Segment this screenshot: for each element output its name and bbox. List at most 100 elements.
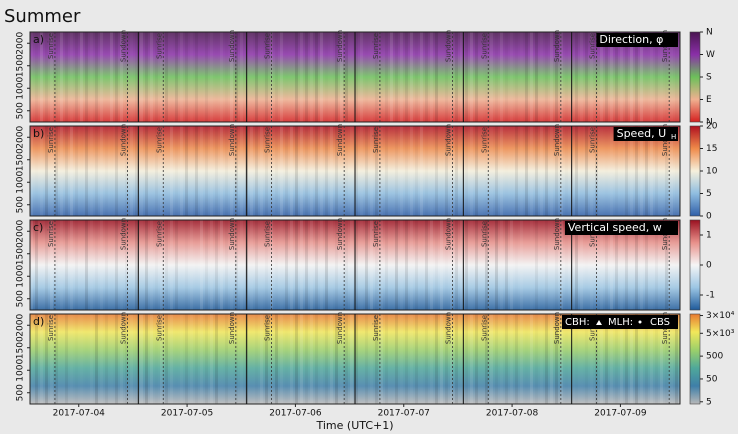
texture [200, 314, 203, 404]
sun-annotation: Sunrise [264, 127, 272, 153]
texture [350, 32, 353, 122]
texture [500, 126, 503, 216]
texture [85, 32, 88, 122]
texture [510, 314, 513, 404]
texture [260, 126, 263, 216]
texture [175, 126, 178, 216]
texture [385, 220, 388, 310]
texture [50, 32, 53, 122]
texture [415, 126, 418, 216]
texture [200, 126, 203, 216]
texture [525, 314, 528, 404]
texture [70, 220, 73, 310]
texture [645, 126, 648, 216]
texture [530, 220, 533, 310]
sun-annotation: Sundown [445, 218, 453, 250]
texture [465, 126, 468, 216]
texture [610, 126, 613, 216]
texture [145, 220, 148, 310]
texture [620, 220, 623, 310]
y-tick-label: 500 [16, 384, 26, 401]
texture [255, 126, 258, 216]
texture [425, 126, 428, 216]
texture [640, 314, 643, 404]
texture [665, 126, 668, 216]
y-tick-label: 1000 [16, 265, 26, 288]
texture [220, 314, 223, 404]
texture [70, 32, 73, 122]
texture [390, 314, 393, 404]
texture [540, 220, 543, 310]
texture [505, 314, 508, 404]
texture [370, 126, 373, 216]
texture [400, 126, 403, 216]
y-tick-label: 1500 [16, 242, 26, 265]
texture [235, 126, 238, 216]
texture [160, 126, 163, 216]
texture [275, 314, 278, 404]
texture [170, 126, 173, 216]
texture [300, 32, 303, 122]
texture [375, 126, 378, 216]
sun-annotation: Sunrise [372, 221, 380, 247]
texture [335, 32, 338, 122]
sun-annotation: Sunrise [372, 33, 380, 59]
texture [295, 32, 298, 122]
panel-title-box [613, 127, 678, 141]
texture [305, 220, 308, 310]
texture [425, 314, 428, 404]
texture [670, 126, 673, 216]
texture [635, 32, 638, 122]
colorbar-tick-label: 50 [706, 374, 718, 384]
texture [445, 314, 448, 404]
texture [355, 32, 358, 122]
texture [105, 32, 108, 122]
texture [45, 314, 48, 404]
texture [110, 220, 113, 310]
texture [335, 314, 338, 404]
texture [560, 32, 563, 122]
sun-annotation: Sunrise [47, 221, 55, 247]
texture [455, 126, 458, 216]
texture [295, 220, 298, 310]
texture [285, 220, 288, 310]
texture [515, 220, 518, 310]
texture [140, 32, 143, 122]
colorbar-tick-label: S [706, 73, 712, 83]
texture [435, 314, 438, 404]
texture [525, 126, 528, 216]
texture [240, 126, 243, 216]
texture [675, 314, 678, 404]
texture [425, 32, 428, 122]
texture [460, 32, 463, 122]
texture [615, 220, 618, 310]
texture [540, 314, 543, 404]
texture [505, 32, 508, 122]
texture [75, 220, 78, 310]
texture [230, 126, 233, 216]
texture [405, 220, 408, 310]
texture [90, 32, 93, 122]
texture [410, 126, 413, 216]
texture [520, 32, 523, 122]
texture [635, 126, 638, 216]
texture [215, 314, 218, 404]
texture [310, 220, 313, 310]
texture [340, 32, 343, 122]
texture [55, 220, 58, 310]
texture [600, 32, 603, 122]
texture [510, 126, 513, 216]
texture [555, 126, 558, 216]
panel-title: Direction, φ [599, 33, 663, 46]
texture [265, 314, 268, 404]
texture [85, 126, 88, 216]
texture [165, 220, 168, 310]
texture [55, 314, 58, 404]
y-tick-label: 500 [16, 196, 26, 213]
texture [510, 220, 513, 310]
texture [405, 32, 408, 122]
texture [230, 220, 233, 310]
texture [90, 126, 93, 216]
texture [500, 314, 503, 404]
texture [380, 126, 383, 216]
